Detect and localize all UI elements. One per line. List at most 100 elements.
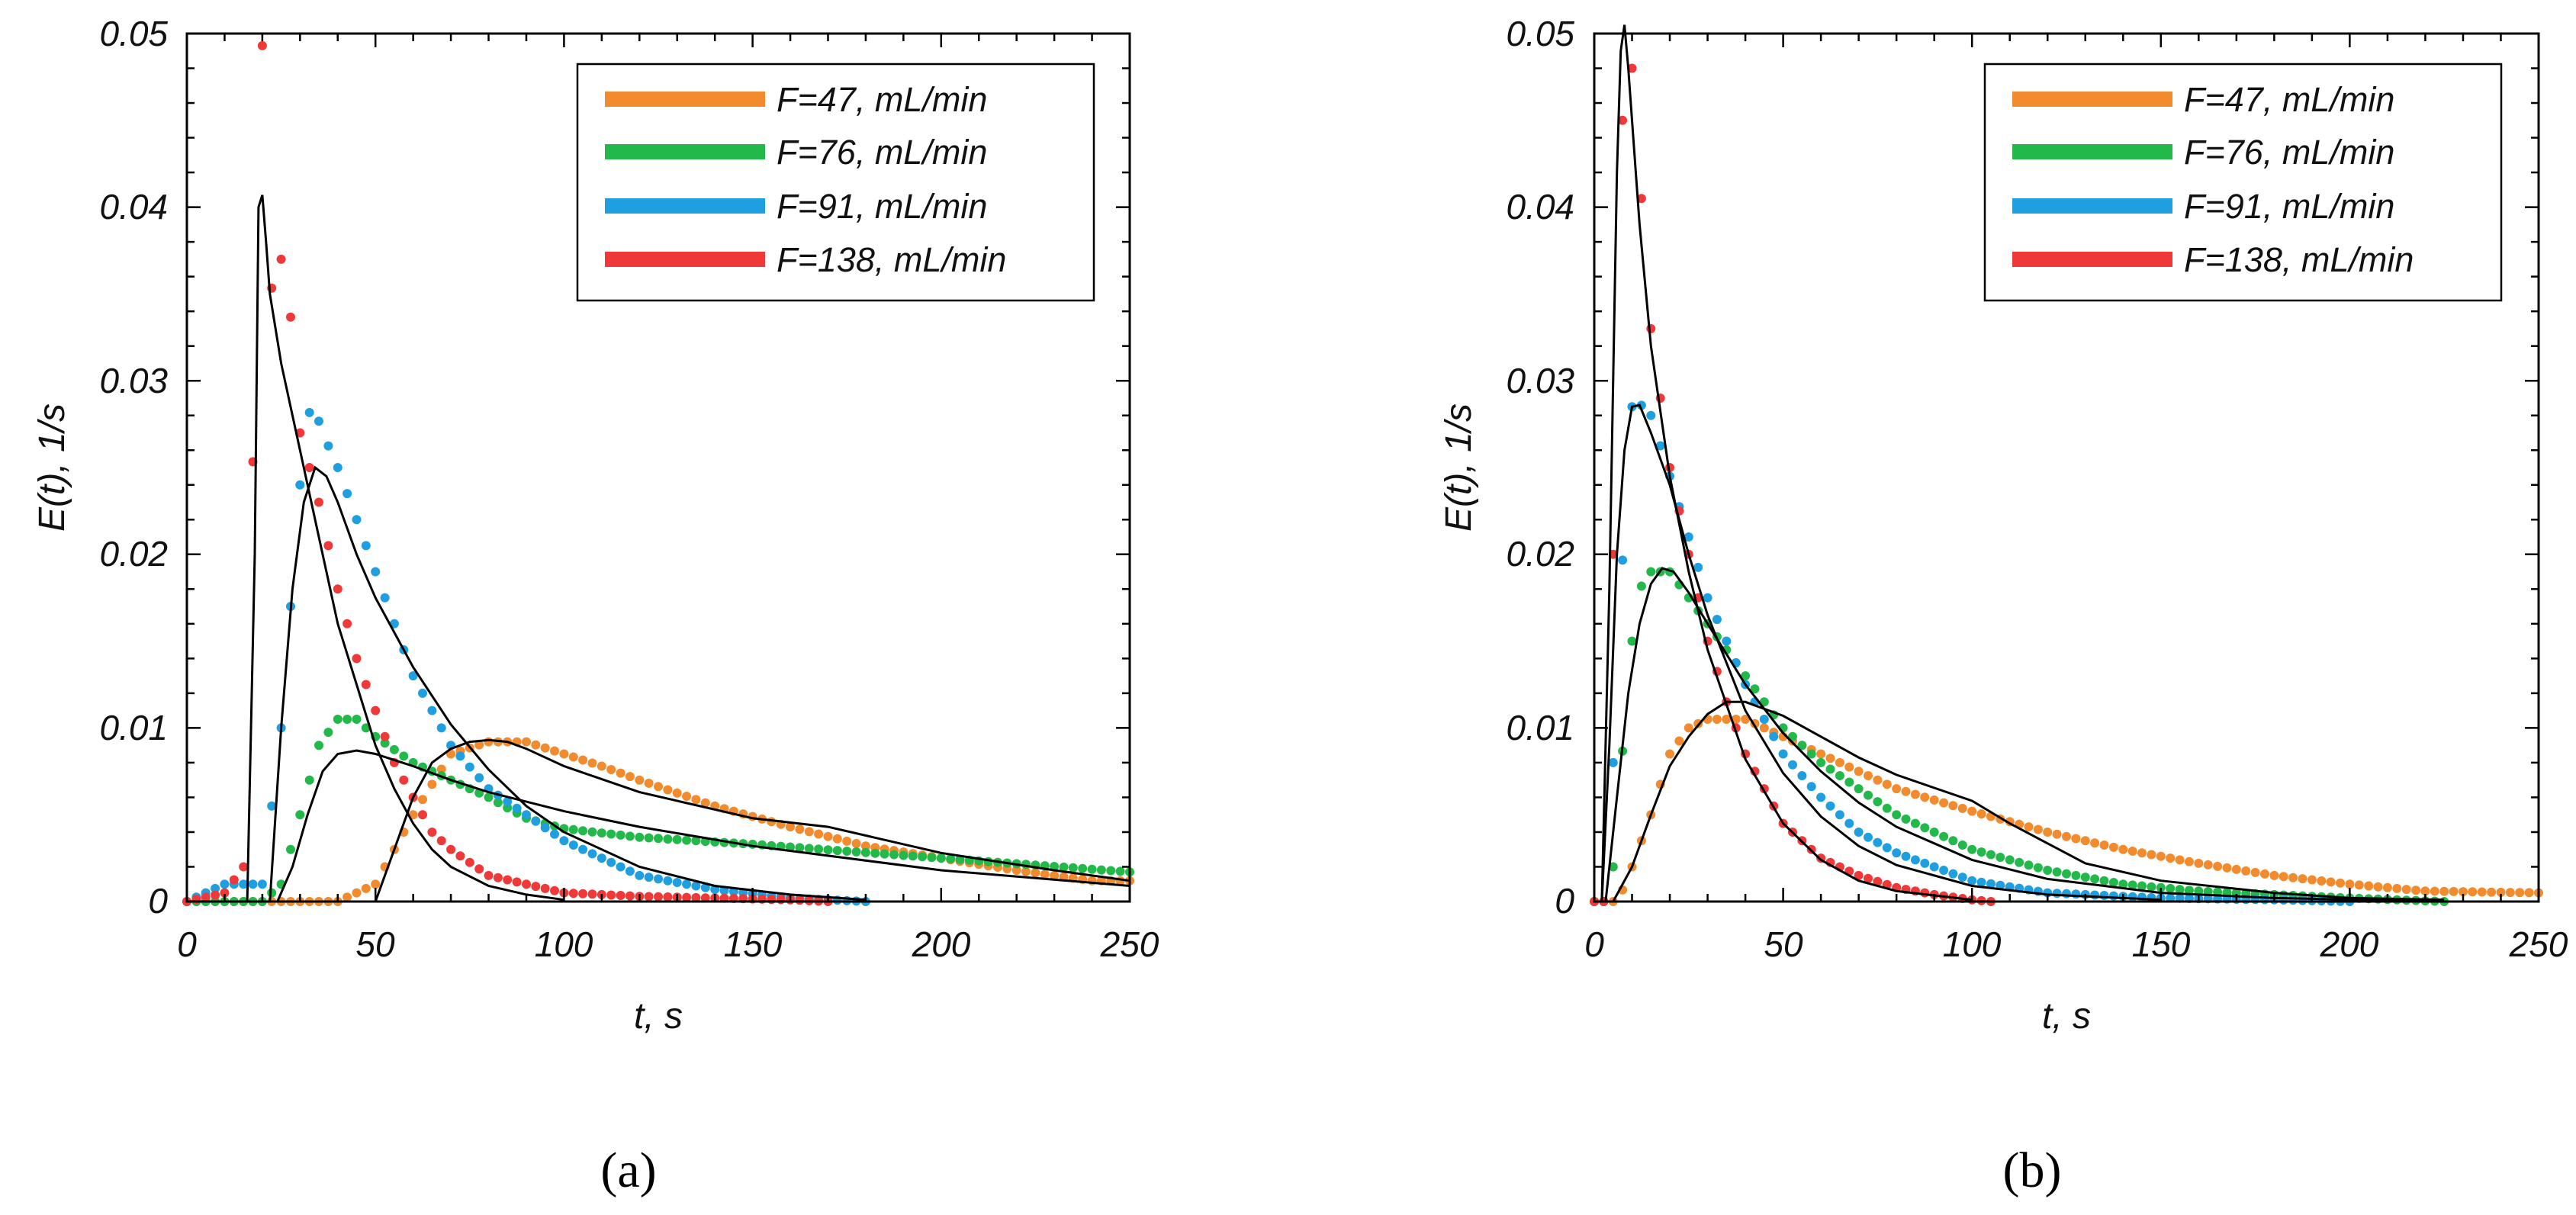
data-point	[427, 706, 437, 715]
data-point	[2166, 853, 2176, 863]
y-tick-labels: 0 0.01 0.02 0.03 0.04 0.05	[1506, 14, 1574, 921]
data-point	[522, 737, 531, 747]
data-point	[616, 862, 626, 872]
data-point	[597, 761, 606, 771]
data-point	[606, 765, 616, 774]
data-point	[644, 833, 654, 843]
data-point	[1835, 757, 1844, 767]
data-point	[700, 798, 710, 808]
data-point	[418, 795, 427, 805]
data-point	[323, 541, 333, 551]
data-point	[663, 785, 673, 795]
data-point	[1608, 862, 1618, 872]
data-point	[2175, 885, 2185, 895]
data-point	[1665, 749, 1674, 759]
data-point	[1910, 789, 1920, 799]
data-point	[1901, 786, 1911, 796]
data-point	[436, 723, 446, 733]
model-fit-curve	[1594, 567, 2445, 903]
data-point	[550, 746, 559, 756]
data-point	[578, 755, 588, 765]
data-point	[399, 775, 409, 785]
data-point	[2459, 887, 2468, 897]
data-point	[295, 480, 305, 490]
data-point	[522, 810, 531, 820]
data-point	[380, 731, 390, 741]
data-point	[795, 895, 805, 905]
data-point	[474, 773, 484, 783]
data-point	[343, 619, 352, 628]
data-point	[823, 845, 833, 855]
legend-label: F=91, mL/min	[777, 187, 987, 226]
data-point	[2080, 836, 2090, 846]
data-point	[427, 779, 437, 789]
data-point	[2147, 882, 2156, 892]
data-point	[276, 254, 286, 264]
data-point	[606, 829, 616, 839]
y-axis-title: E(t), 1/s	[1439, 403, 1479, 532]
data-point	[1957, 803, 1967, 813]
data-point	[2127, 847, 2137, 856]
data-point	[1816, 757, 1826, 767]
data-point	[2336, 878, 2345, 888]
data-point	[1920, 792, 1930, 802]
chart-panel-b: 0 50 100 150 200 250 0 0.01 0.02 0.03 0.…	[1439, 14, 2568, 1198]
data-point	[1920, 823, 1930, 833]
data-point	[1854, 784, 1864, 794]
data-point	[1901, 814, 1911, 824]
data-point	[1967, 876, 1977, 886]
data-point	[587, 758, 597, 768]
data-point	[1816, 792, 1826, 802]
data-point	[2099, 841, 2109, 850]
data-point	[795, 843, 805, 853]
data-point	[946, 854, 956, 863]
data-point	[1844, 777, 1854, 787]
data-point	[2090, 890, 2100, 900]
data-point	[1957, 841, 1967, 850]
data-point	[823, 831, 833, 841]
data-point	[389, 744, 399, 754]
data-point	[1646, 410, 1656, 420]
model-fit-curve	[1594, 403, 2161, 903]
data-point	[2005, 855, 2015, 865]
data-point	[1050, 870, 1060, 880]
data-point	[2364, 881, 2374, 891]
data-point	[1864, 790, 1873, 800]
data-point	[1844, 762, 1854, 772]
data-point	[616, 891, 626, 900]
data-point	[484, 792, 494, 802]
data-point	[2127, 892, 2137, 902]
data-point	[1636, 194, 1646, 204]
data-point	[1693, 562, 1703, 572]
plot-frame	[1593, 32, 2540, 903]
data-point	[1967, 844, 1977, 854]
data-point	[1788, 760, 1797, 770]
data-point	[1778, 749, 1788, 759]
y-tick-label: 0.05	[99, 14, 168, 53]
data-point	[2156, 851, 2166, 861]
axis-ticks	[1593, 32, 2540, 903]
data-point	[1939, 866, 1949, 875]
data-point	[2080, 873, 2090, 882]
data-point	[814, 844, 824, 854]
data-point	[1636, 400, 1646, 410]
data-point	[1068, 863, 1078, 873]
data-point	[851, 839, 861, 848]
data-point	[1618, 115, 1628, 125]
data-point	[522, 879, 531, 889]
y-tick-label: 0.05	[1506, 14, 1574, 53]
data-point	[229, 875, 239, 885]
data-point	[2071, 834, 2081, 844]
plot-frame	[185, 32, 1131, 903]
data-series	[1590, 400, 2355, 906]
data-point	[1929, 862, 1939, 872]
x-tick-label: 0	[177, 924, 197, 964]
axis-ticks	[185, 32, 1131, 903]
data-point	[1759, 715, 1769, 724]
data-point	[2477, 887, 2487, 897]
data-point	[1797, 741, 1807, 751]
panel-label: (a)	[600, 1143, 656, 1198]
data-point	[597, 828, 606, 838]
data-point	[1901, 851, 1911, 861]
x-tick-label: 50	[355, 924, 395, 964]
